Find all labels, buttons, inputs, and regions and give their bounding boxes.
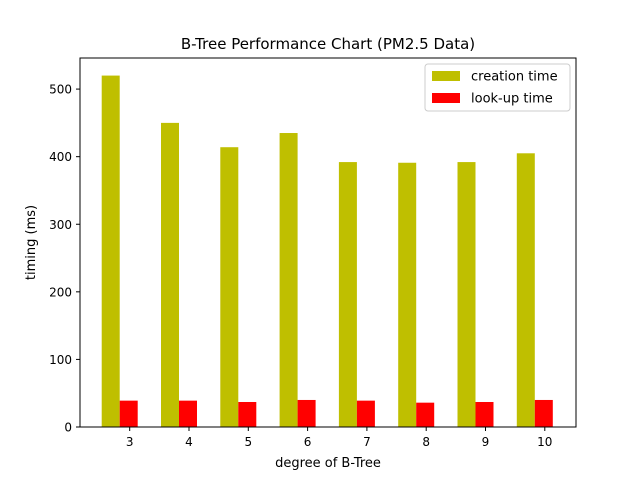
y-axis: 0 100 200 300 400 500 (49, 83, 80, 435)
x-tick-label: 9 (482, 435, 490, 449)
legend-label-creation: creation time (471, 70, 558, 85)
bar-creation-5 (220, 147, 239, 427)
legend-box (424, 63, 571, 112)
legend-swatch-lookup (432, 93, 460, 103)
bar-creation-9 (457, 162, 476, 428)
legend-swatch-creation (432, 71, 460, 81)
bar-creation-4 (161, 122, 179, 427)
bar-lookup-8 (416, 402, 435, 427)
legend: creation time look-up time (424, 63, 571, 112)
y-tick-label: 0 (64, 421, 72, 435)
bars-group (101, 75, 553, 428)
x-tick-label: 3 (126, 435, 134, 449)
bar-creation-8 (398, 162, 417, 427)
x-axis: 3 4 5 6 7 8 9 10 (126, 427, 552, 449)
bar-creation-6 (279, 133, 298, 427)
plot-frame (79, 57, 577, 428)
bar-creation-7 (338, 162, 357, 428)
y-axis-label: timing (ms) (24, 205, 39, 280)
x-tick-label: 4 (185, 435, 193, 449)
x-tick-label: 6 (304, 435, 312, 449)
bar-lookup-4 (179, 400, 197, 427)
y-tick-label: 300 (49, 218, 72, 232)
x-tick-label: 5 (244, 435, 252, 449)
bar-lookup-10 (534, 399, 553, 427)
y-tick-label: 400 (49, 150, 72, 164)
bar-creation-10 (516, 153, 535, 428)
x-tick-label: 8 (422, 435, 430, 449)
x-tick-label: 10 (537, 435, 552, 449)
y-tick-label: 500 (49, 83, 72, 97)
bar-lookup-3 (119, 400, 138, 427)
x-tick-label: 7 (363, 435, 371, 449)
bar-lookup-9 (475, 401, 494, 427)
bar-lookup-6 (297, 399, 316, 427)
legend-label-lookup: look-up time (471, 92, 553, 107)
bar-lookup-5 (238, 401, 257, 427)
y-tick-label: 200 (49, 285, 72, 299)
y-tick-label: 100 (49, 353, 72, 367)
x-axis-label: degree of B-Tree (275, 456, 381, 471)
chart-title: B-Tree Performance Chart (PM2.5 Data) (181, 35, 475, 53)
bar-creation-3 (101, 75, 120, 428)
bar-lookup-7 (356, 400, 375, 427)
